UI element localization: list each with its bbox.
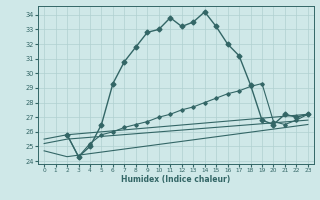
X-axis label: Humidex (Indice chaleur): Humidex (Indice chaleur): [121, 175, 231, 184]
